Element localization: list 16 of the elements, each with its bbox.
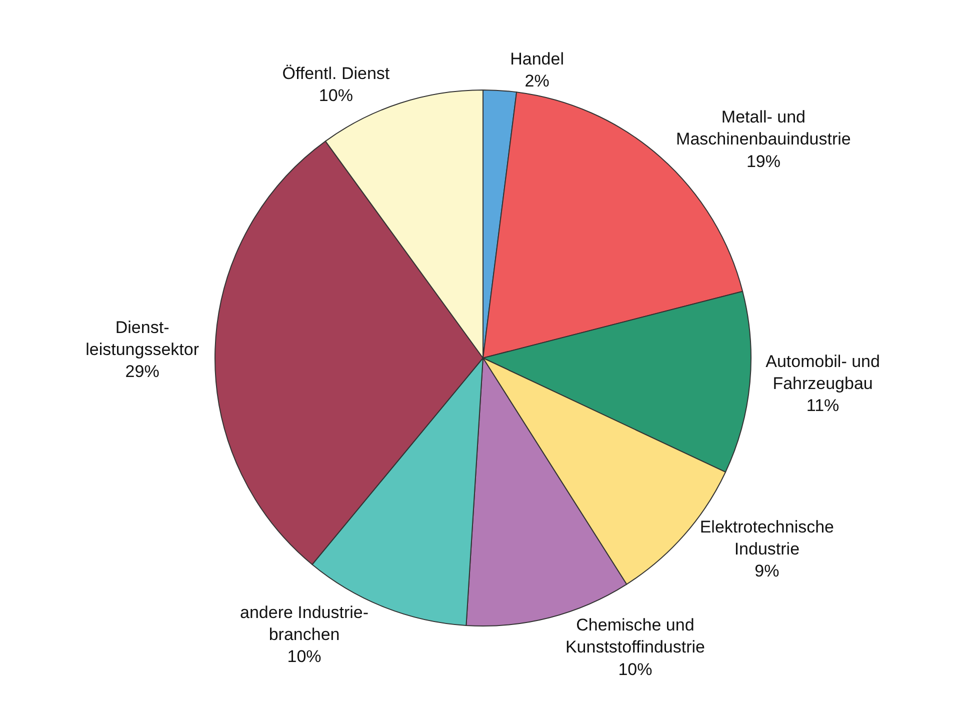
data-label: 10% — [618, 660, 652, 679]
data-label: 10% — [287, 647, 322, 666]
slice-label: Elektrotechnische Industrie — [700, 517, 834, 559]
slice-label: Öffentl. Dienst — [282, 64, 390, 83]
slice-label: Handel — [510, 50, 564, 69]
slice-label: Automobil- und Fahrzeugbau — [766, 352, 880, 393]
data-label: 11% — [806, 396, 840, 416]
slice-label: andere Industrie- branchen — [240, 602, 369, 644]
data-label: 2% — [524, 72, 550, 91]
data-label: 29% — [125, 362, 160, 382]
slice-label: Dienst- leistungssektor — [86, 318, 200, 360]
data-label: 9% — [754, 562, 780, 581]
slice-label: Chemische und Kunststoffindustrie — [565, 616, 705, 657]
data-label: 10% — [318, 86, 353, 106]
data-label: 19% — [746, 152, 780, 171]
slice-label: Metall- und Maschinenbauindustrie — [676, 108, 851, 149]
